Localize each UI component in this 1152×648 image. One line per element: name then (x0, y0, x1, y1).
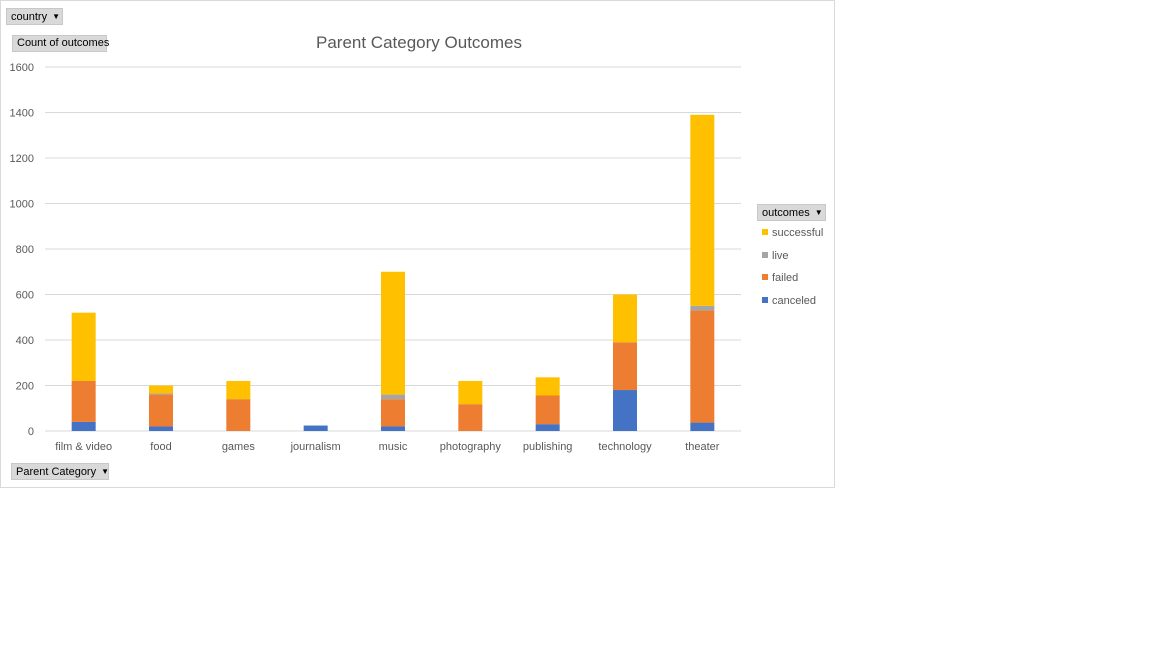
y-tick-label: 1000 (10, 199, 34, 211)
bar-segment-failed (613, 342, 637, 391)
y-tick-label: 1600 (10, 62, 34, 74)
value-field-label: Count of outcomes (17, 37, 110, 49)
bar-segment-live (149, 393, 173, 395)
bar-segment-live (381, 394, 405, 400)
dropdown-arrow-icon: ▼ (814, 208, 823, 217)
legend-field-button[interactable]: outcomes ▼ (757, 204, 826, 221)
bar-segment-failed (149, 394, 173, 427)
x-tick-label: theater (685, 441, 720, 453)
bar-segment-successful (690, 114, 715, 306)
bar-segment-live (690, 305, 715, 311)
bar-segment-canceled (690, 422, 715, 431)
bar-segment-successful (458, 380, 483, 405)
x-tick-label: film & video (55, 441, 112, 453)
legend-label: successful (772, 227, 824, 239)
legend-item-canceled: canceled (762, 294, 816, 308)
bar-segment-successful (149, 385, 173, 394)
bar-segment-canceled (303, 425, 328, 431)
bar-segment-failed (535, 395, 560, 425)
y-tick-label: 800 (16, 244, 34, 256)
x-tick-label: games (222, 441, 256, 453)
legend-label: canceled (772, 294, 817, 307)
bar-segment-canceled (613, 390, 637, 431)
country-filter-label: country (11, 11, 48, 23)
x-tick-label: publishing (523, 441, 573, 453)
legend-item-failed: failed (762, 271, 798, 285)
bar-segment-canceled (535, 424, 560, 431)
bar-segment-canceled (71, 421, 96, 431)
legend-label: live (772, 249, 789, 262)
bar-segment-canceled (149, 426, 173, 431)
y-tick-label: 400 (16, 335, 34, 347)
bar-segment-successful (226, 380, 251, 400)
bar-segment-failed (381, 399, 405, 427)
x-tick-label: food (150, 441, 171, 453)
axis-field-label: Parent Category (16, 466, 97, 478)
legend-swatch (762, 274, 768, 280)
dropdown-arrow-icon: ▼ (52, 12, 60, 21)
plot-area: 0 200 400 600 800 1000 1200 1400 1600 film & vide… (10, 62, 741, 453)
x-tick-label: journalism (290, 441, 341, 453)
x-tick-label: photography (440, 441, 502, 453)
bar-segment-successful (71, 312, 96, 381)
bar-segment-successful (381, 271, 405, 395)
value-field-button[interactable]: Count of outcomes (12, 35, 110, 52)
bar-segment-successful (535, 377, 560, 396)
bar-segment-failed (458, 404, 483, 431)
legend-label: failed (772, 272, 799, 284)
legend-swatch (762, 229, 768, 235)
legend-field-label: outcomes (762, 207, 810, 219)
bar-segment-canceled (381, 426, 405, 431)
y-tick-label: 1400 (10, 108, 34, 120)
x-tick-label: music (379, 441, 408, 453)
bar-segment-failed (690, 310, 715, 423)
y-tick-label: 0 (28, 426, 34, 438)
bar-segment-failed (226, 399, 251, 431)
x-tick-label: technology (598, 441, 652, 453)
legend-item-successful: successful (762, 226, 823, 240)
bar-segment-failed (71, 380, 96, 422)
legend-item-live: live (762, 249, 789, 263)
legend-swatch (762, 251, 768, 258)
country-filter-button[interactable]: country ▼ (6, 8, 63, 25)
y-tick-label: 600 (16, 290, 34, 302)
legend-swatch (762, 296, 768, 303)
y-tick-label: 1200 (10, 153, 34, 165)
bar-segment-successful (613, 294, 637, 343)
y-tick-label: 200 (16, 381, 34, 393)
dropdown-arrow-icon: ▼ (101, 467, 110, 476)
chart-title: Parent Category Outcomes (316, 33, 522, 52)
axis-field-button[interactable]: Parent Category ▼ (11, 463, 109, 480)
